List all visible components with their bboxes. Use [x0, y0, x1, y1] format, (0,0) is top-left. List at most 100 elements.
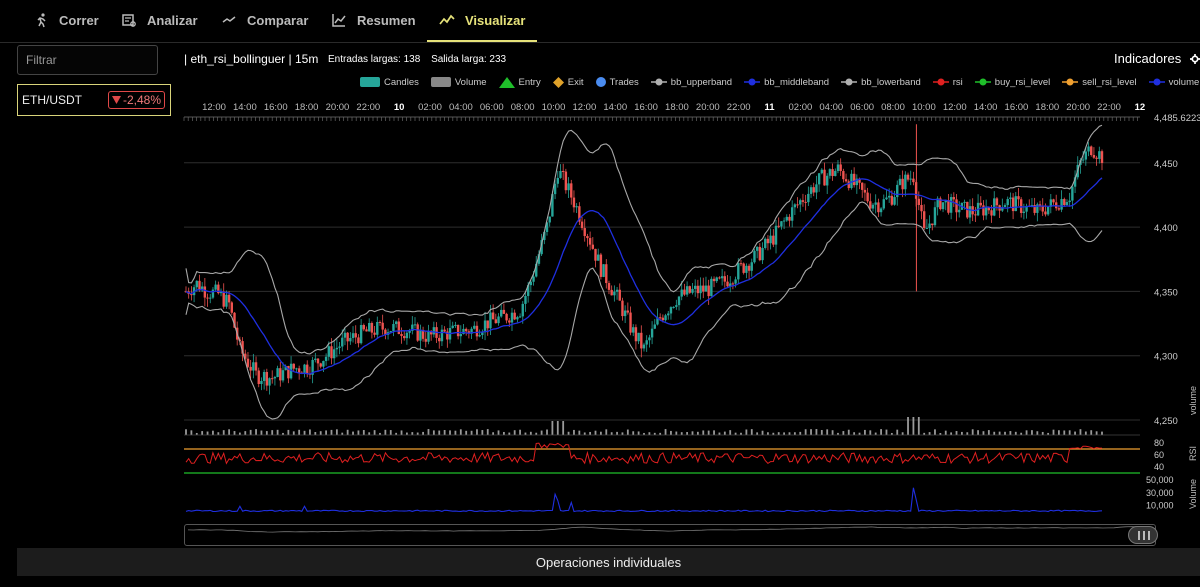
legend-trades[interactable]: Trades: [595, 75, 639, 89]
volume-bar: [993, 431, 996, 435]
volume-bar: [718, 432, 721, 435]
candle-body: [815, 184, 818, 193]
legend-bb-middleband[interactable]: bb_middleband: [744, 75, 829, 89]
legend-buy-rsi-level[interactable]: buy_rsi_level: [974, 75, 1050, 89]
volume-bar: [298, 429, 301, 435]
price-tick-label: 4,485.6223: [1154, 113, 1200, 124]
legend-rsi[interactable]: rsi: [932, 75, 963, 89]
volume-bar: [330, 429, 333, 435]
volume-bar: [206, 431, 209, 435]
tab-visualizar[interactable]: Visualizar: [427, 0, 538, 42]
volume-bar: [1020, 432, 1023, 435]
candle-body: [974, 214, 977, 216]
candle-body: [535, 263, 538, 277]
candle-body: [656, 317, 659, 325]
pair-item-eth-usdt[interactable]: ETH/USDT -2,48%: [17, 84, 171, 116]
volume-bar: [1031, 430, 1033, 435]
candle-body: [545, 222, 549, 233]
candle-body: [497, 316, 500, 324]
candle-body: [351, 333, 355, 338]
volume-bar: [341, 432, 344, 435]
volume-bar: [971, 429, 974, 435]
candle-body: [297, 368, 301, 373]
candle-body: [254, 362, 258, 371]
candle-body: [1081, 159, 1085, 161]
candle-body: [446, 331, 449, 340]
volume-bar: [567, 431, 570, 435]
change-badge: -2,48%: [107, 91, 165, 109]
candle-body: [917, 198, 920, 206]
volume-bar: [309, 429, 311, 435]
gear-icon[interactable]: [1190, 53, 1200, 65]
candle-body: [936, 198, 939, 208]
candle-body: [766, 238, 770, 244]
legend-bb-lowerband[interactable]: bb_lowerband: [841, 75, 921, 89]
candle-body: [440, 329, 444, 342]
candle-body: [772, 235, 775, 245]
filter-input[interactable]: [17, 45, 158, 75]
zoom-handle[interactable]: [1128, 526, 1158, 544]
candle-body: [403, 336, 406, 339]
candle-body: [249, 366, 252, 371]
candle-body: [343, 332, 347, 338]
tab-comparar[interactable]: Comparar: [221, 0, 308, 40]
candle-body: [597, 254, 600, 261]
legend-candles[interactable]: Candles: [360, 75, 419, 89]
trend-icon: [439, 14, 455, 25]
candle-body: [834, 170, 837, 177]
indicators-button[interactable]: Indicadores: [1114, 51, 1182, 66]
legend-exit[interactable]: Exit: [552, 75, 584, 89]
candle-body: [920, 205, 923, 212]
legend-sell-rsi-level[interactable]: sell_rsi_level: [1062, 75, 1137, 89]
volume-bar: [476, 429, 478, 435]
legend-entry[interactable]: Entry: [498, 75, 541, 89]
tab-analizar[interactable]: Analizar: [121, 0, 198, 40]
volume-bar: [605, 429, 608, 435]
volume-bar: [1068, 430, 1071, 435]
candle-body: [691, 288, 694, 293]
volume-bar: [740, 432, 742, 435]
price-chart[interactable]: 12:00 14:00 16:00 18:00 20:00 22:00 10 02:00 04:…: [180, 95, 1200, 535]
candle-body: [335, 347, 339, 350]
bb-lowerband-line: [185, 201, 1103, 420]
candle-body: [672, 306, 675, 308]
candle-body: [599, 254, 603, 277]
analyze-icon: [122, 14, 136, 27]
legend-bb-upperband[interactable]: bb_upperband: [650, 75, 732, 89]
legend-label: Entry: [518, 76, 541, 88]
candle-body: [677, 296, 681, 306]
zoom-slider[interactable]: [184, 524, 1156, 546]
tab-correr[interactable]: Correr: [33, 0, 99, 40]
tab-resumen[interactable]: Resumen: [331, 0, 416, 40]
candle-body: [922, 211, 926, 229]
legend-volume-line[interactable]: volume: [1148, 75, 1199, 89]
volume-bar: [411, 432, 414, 435]
candle-body: [1065, 202, 1069, 206]
candle-body: [408, 330, 411, 333]
volume-bar: [529, 431, 532, 435]
volume-bar: [632, 431, 635, 435]
candle-body: [879, 208, 883, 213]
legend-volume[interactable]: Volume: [430, 75, 487, 89]
candle-body: [650, 328, 654, 338]
candle-body: [357, 337, 360, 344]
volume-bar: [880, 429, 882, 435]
candle-body: [508, 320, 511, 323]
volume-bar: [185, 429, 187, 435]
volume-bar: [788, 432, 791, 435]
volume-bar: [837, 432, 839, 435]
candle-body: [826, 175, 829, 186]
candle-body: [583, 228, 586, 237]
candle-body: [211, 289, 215, 298]
volume-bar: [260, 430, 263, 435]
volume-bar: [427, 429, 430, 435]
footer-label: Operaciones individuales: [535, 554, 682, 570]
candle-body: [1068, 200, 1071, 203]
candle-body: [1087, 146, 1090, 152]
candle-body: [389, 331, 392, 333]
time-tick-label: 11: [765, 102, 776, 113]
volume-bar: [368, 432, 371, 435]
volume-bar: [352, 431, 354, 435]
candle-body: [225, 294, 228, 307]
individual-trades-toggle[interactable]: Operaciones individuales: [17, 548, 1200, 576]
